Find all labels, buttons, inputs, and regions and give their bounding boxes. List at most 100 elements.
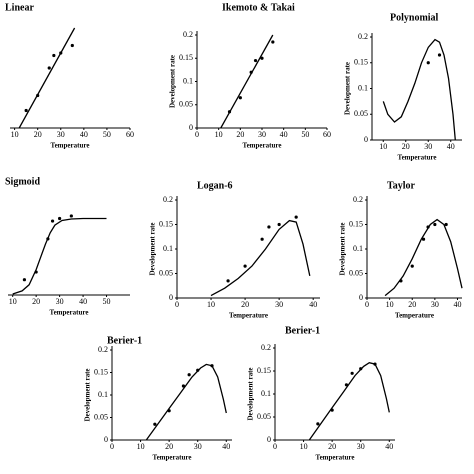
y-tick-label: 0.05	[349, 268, 363, 277]
data-point	[271, 40, 275, 44]
data-point	[410, 264, 414, 268]
y-tick-label: 0.1	[163, 244, 173, 253]
panel: Berier-1 0 10 20 30 40 0 0.05 0.1 0.15 0.2 Temperat…	[247, 325, 395, 462]
x-tick-label: 40	[385, 442, 393, 451]
panel: Ikemoto & Takai 0 10 20 30 40 50 60 0 0.05 0.1 0.15…	[169, 2, 331, 149]
x-tick-label: 20	[236, 130, 244, 139]
x-tick-label: 10	[300, 442, 308, 451]
y-axis-label: Development rate	[149, 222, 157, 275]
x-tick-label: 30	[275, 300, 283, 309]
fit-curve	[18, 27, 76, 129]
x-tick-label: 20	[165, 442, 173, 451]
panel: Taylor 0 10 20 30 40 0 0.05 0.1 0.15 0.2 Temperatur…	[339, 180, 463, 320]
x-tick-label: 30	[56, 297, 64, 306]
data-point	[24, 108, 28, 113]
data-point	[260, 237, 264, 241]
data-point	[243, 264, 247, 268]
y-tick-label: 0	[364, 135, 368, 144]
y-tick-label: 0.1	[261, 389, 271, 398]
y-tick-label: 0	[169, 293, 173, 302]
y-tick-label: 0.2	[261, 343, 271, 352]
fit-curve	[12, 217, 107, 295]
y-tick-label: 0	[359, 293, 363, 302]
panel-title: Taylor	[387, 180, 416, 191]
y-tick-label: 0.2	[163, 195, 173, 204]
data-point	[153, 422, 157, 426]
x-tick-label: 20	[328, 442, 336, 451]
panel-title: Berier-1	[107, 335, 142, 346]
x-tick-label: 30	[57, 130, 65, 139]
x-tick-label: 50	[301, 130, 309, 139]
y-tick-label: 0.05	[179, 100, 193, 109]
y-tick-label: 0	[267, 435, 271, 444]
x-tick-label: 30	[424, 142, 432, 151]
y-tick-label: 0.1	[353, 244, 363, 253]
x-tick-label: 40	[447, 142, 455, 151]
data-point	[226, 279, 230, 283]
y-tick-label: 0.2	[98, 345, 108, 354]
x-tick-label: 50	[103, 130, 111, 139]
data-point	[426, 61, 430, 65]
data-point	[50, 219, 55, 223]
data-point	[69, 214, 73, 218]
data-point	[421, 237, 426, 241]
x-tick-label: 10	[207, 300, 215, 309]
panel-title: Linear	[5, 2, 34, 13]
x-tick-label: 20	[32, 297, 40, 306]
y-tick-label: 0.15	[179, 53, 193, 62]
x-tick-label: 0	[365, 300, 369, 309]
panel: Logan-6 0 10 20 30 40 0 0.05 0.1 0.15 0.2 Temperatu…	[149, 180, 320, 320]
x-axis-label: Temperature	[395, 312, 434, 320]
y-tick-label: 0.15	[354, 58, 368, 67]
fit-curve	[384, 218, 463, 297]
y-axis-label: Development rate	[247, 367, 255, 420]
panel-title: Ikemoto & Takai	[222, 2, 295, 13]
fit-curve	[145, 363, 227, 441]
x-tick-label: 20	[241, 300, 249, 309]
x-tick-label: 40	[80, 130, 88, 139]
panel: Polynomial 10 20 30 40 0 0.05 0.1 0.15 0.2 Tempera…	[344, 12, 462, 162]
x-tick-label: 10	[215, 130, 223, 139]
y-tick-label: 0.15	[159, 219, 173, 228]
panel: Berier-1 0 10 20 30 40 0 0.05 0.1 0.15 0.2 Temperat…	[84, 335, 232, 462]
panel: Sigmoid 10 20 30 40 50 Temperature	[5, 176, 130, 317]
x-axis-label: Temperature	[243, 142, 282, 150]
x-axis-label: Temperature	[50, 309, 89, 317]
y-tick-label: 0	[189, 123, 193, 132]
data-point	[277, 222, 281, 227]
x-tick-label: 40	[79, 297, 87, 306]
fit-curve	[210, 219, 311, 297]
x-tick-label: 10	[9, 297, 17, 306]
x-tick-label: 0	[110, 442, 114, 451]
y-tick-label: 0.05	[257, 412, 271, 421]
y-tick-label: 0.05	[354, 109, 368, 118]
y-tick-label: 0.15	[257, 366, 271, 375]
y-tick-label: 0.1	[98, 390, 108, 399]
panel-title: Polynomial	[390, 12, 439, 23]
x-tick-label: 30	[194, 442, 202, 451]
y-axis-label: Development rate	[169, 55, 177, 108]
panel-title: Berier-1	[285, 325, 320, 336]
x-tick-label: 40	[222, 442, 230, 451]
y-tick-label: 0.2	[183, 30, 193, 39]
data-point	[238, 96, 242, 100]
x-tick-label: 0	[273, 442, 277, 451]
fit-curve	[220, 34, 274, 129]
x-axis-label: Temperature	[316, 454, 355, 462]
y-tick-label: 0.05	[159, 268, 173, 277]
y-tick-label: 0.2	[358, 32, 368, 41]
data-point	[52, 53, 56, 58]
data-point	[187, 373, 191, 377]
data-point	[437, 53, 442, 57]
x-tick-label: 10	[11, 130, 19, 139]
x-tick-label: 0	[195, 130, 199, 139]
x-tick-label: 30	[431, 300, 439, 309]
data-point	[433, 222, 437, 227]
data-point	[70, 43, 74, 48]
data-point	[350, 371, 354, 375]
y-tick-label: 0.1	[358, 83, 368, 92]
x-tick-label: 40	[309, 300, 317, 309]
data-point	[253, 58, 258, 63]
data-point	[47, 66, 51, 70]
